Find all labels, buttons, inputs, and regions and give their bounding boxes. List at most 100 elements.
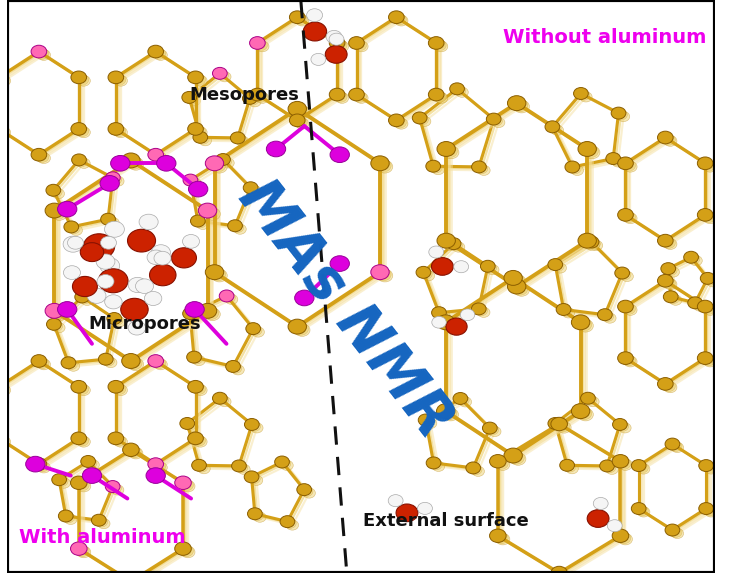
- Circle shape: [0, 437, 11, 447]
- Circle shape: [593, 497, 608, 509]
- Circle shape: [662, 238, 675, 248]
- Circle shape: [330, 256, 349, 272]
- Circle shape: [620, 354, 634, 364]
- Circle shape: [232, 460, 246, 472]
- Circle shape: [701, 505, 714, 515]
- Circle shape: [620, 303, 634, 313]
- Circle shape: [311, 53, 326, 65]
- Circle shape: [0, 385, 11, 395]
- Circle shape: [203, 307, 219, 320]
- Circle shape: [450, 240, 462, 250]
- Circle shape: [669, 295, 682, 305]
- Circle shape: [227, 220, 243, 231]
- Circle shape: [472, 161, 486, 173]
- Circle shape: [230, 132, 245, 144]
- Circle shape: [668, 526, 680, 536]
- Circle shape: [699, 503, 714, 515]
- Circle shape: [297, 484, 311, 496]
- Circle shape: [111, 125, 124, 135]
- Circle shape: [37, 153, 50, 163]
- Circle shape: [554, 422, 566, 432]
- Circle shape: [660, 277, 674, 287]
- Circle shape: [71, 542, 87, 555]
- Circle shape: [486, 265, 499, 275]
- Circle shape: [490, 116, 502, 126]
- Circle shape: [190, 383, 204, 393]
- Circle shape: [295, 324, 310, 336]
- Circle shape: [430, 460, 443, 470]
- Circle shape: [216, 70, 229, 80]
- Circle shape: [456, 87, 468, 97]
- Circle shape: [703, 463, 716, 473]
- Circle shape: [148, 458, 163, 470]
- Circle shape: [443, 238, 459, 250]
- Circle shape: [604, 462, 616, 473]
- Circle shape: [254, 40, 268, 50]
- Circle shape: [433, 92, 446, 102]
- Circle shape: [0, 73, 7, 84]
- Circle shape: [0, 384, 9, 394]
- Circle shape: [514, 100, 529, 113]
- Circle shape: [77, 127, 90, 138]
- Circle shape: [37, 50, 50, 60]
- Circle shape: [291, 321, 307, 334]
- Circle shape: [434, 93, 448, 103]
- Circle shape: [687, 297, 703, 309]
- Circle shape: [552, 261, 564, 272]
- Circle shape: [71, 154, 86, 166]
- Circle shape: [171, 248, 196, 268]
- Circle shape: [706, 277, 719, 287]
- Circle shape: [111, 383, 124, 393]
- Circle shape: [432, 307, 446, 319]
- Circle shape: [332, 39, 346, 49]
- Circle shape: [574, 317, 590, 330]
- Circle shape: [112, 485, 124, 495]
- Circle shape: [669, 527, 682, 537]
- Circle shape: [624, 213, 637, 223]
- Circle shape: [437, 403, 455, 418]
- Circle shape: [74, 73, 87, 84]
- Circle shape: [446, 318, 467, 335]
- Circle shape: [85, 458, 97, 468]
- Circle shape: [576, 318, 592, 331]
- Circle shape: [636, 506, 648, 516]
- Circle shape: [560, 460, 574, 471]
- Circle shape: [190, 73, 204, 84]
- Circle shape: [74, 544, 87, 555]
- Circle shape: [102, 356, 114, 366]
- Circle shape: [291, 104, 307, 116]
- Circle shape: [620, 211, 634, 221]
- Circle shape: [634, 505, 647, 515]
- Circle shape: [0, 432, 7, 445]
- Circle shape: [658, 274, 673, 287]
- Circle shape: [112, 74, 126, 85]
- Circle shape: [249, 325, 262, 335]
- Circle shape: [249, 37, 265, 49]
- Circle shape: [619, 423, 631, 433]
- Circle shape: [122, 443, 139, 457]
- Circle shape: [351, 39, 364, 49]
- Circle shape: [210, 268, 225, 281]
- Circle shape: [615, 531, 629, 543]
- Circle shape: [661, 262, 676, 274]
- Circle shape: [477, 307, 490, 317]
- Circle shape: [75, 74, 89, 85]
- Circle shape: [266, 141, 286, 157]
- Circle shape: [68, 223, 80, 234]
- Circle shape: [249, 97, 261, 107]
- Circle shape: [98, 269, 128, 293]
- Circle shape: [393, 117, 406, 128]
- Circle shape: [248, 421, 260, 431]
- Circle shape: [617, 532, 631, 544]
- Circle shape: [611, 107, 626, 119]
- Circle shape: [77, 547, 91, 558]
- Circle shape: [185, 94, 198, 104]
- Circle shape: [504, 448, 523, 463]
- Circle shape: [702, 304, 715, 314]
- Circle shape: [576, 407, 592, 420]
- Circle shape: [552, 420, 564, 430]
- Circle shape: [194, 76, 207, 86]
- Circle shape: [371, 156, 389, 171]
- Circle shape: [450, 83, 464, 95]
- Circle shape: [566, 464, 578, 474]
